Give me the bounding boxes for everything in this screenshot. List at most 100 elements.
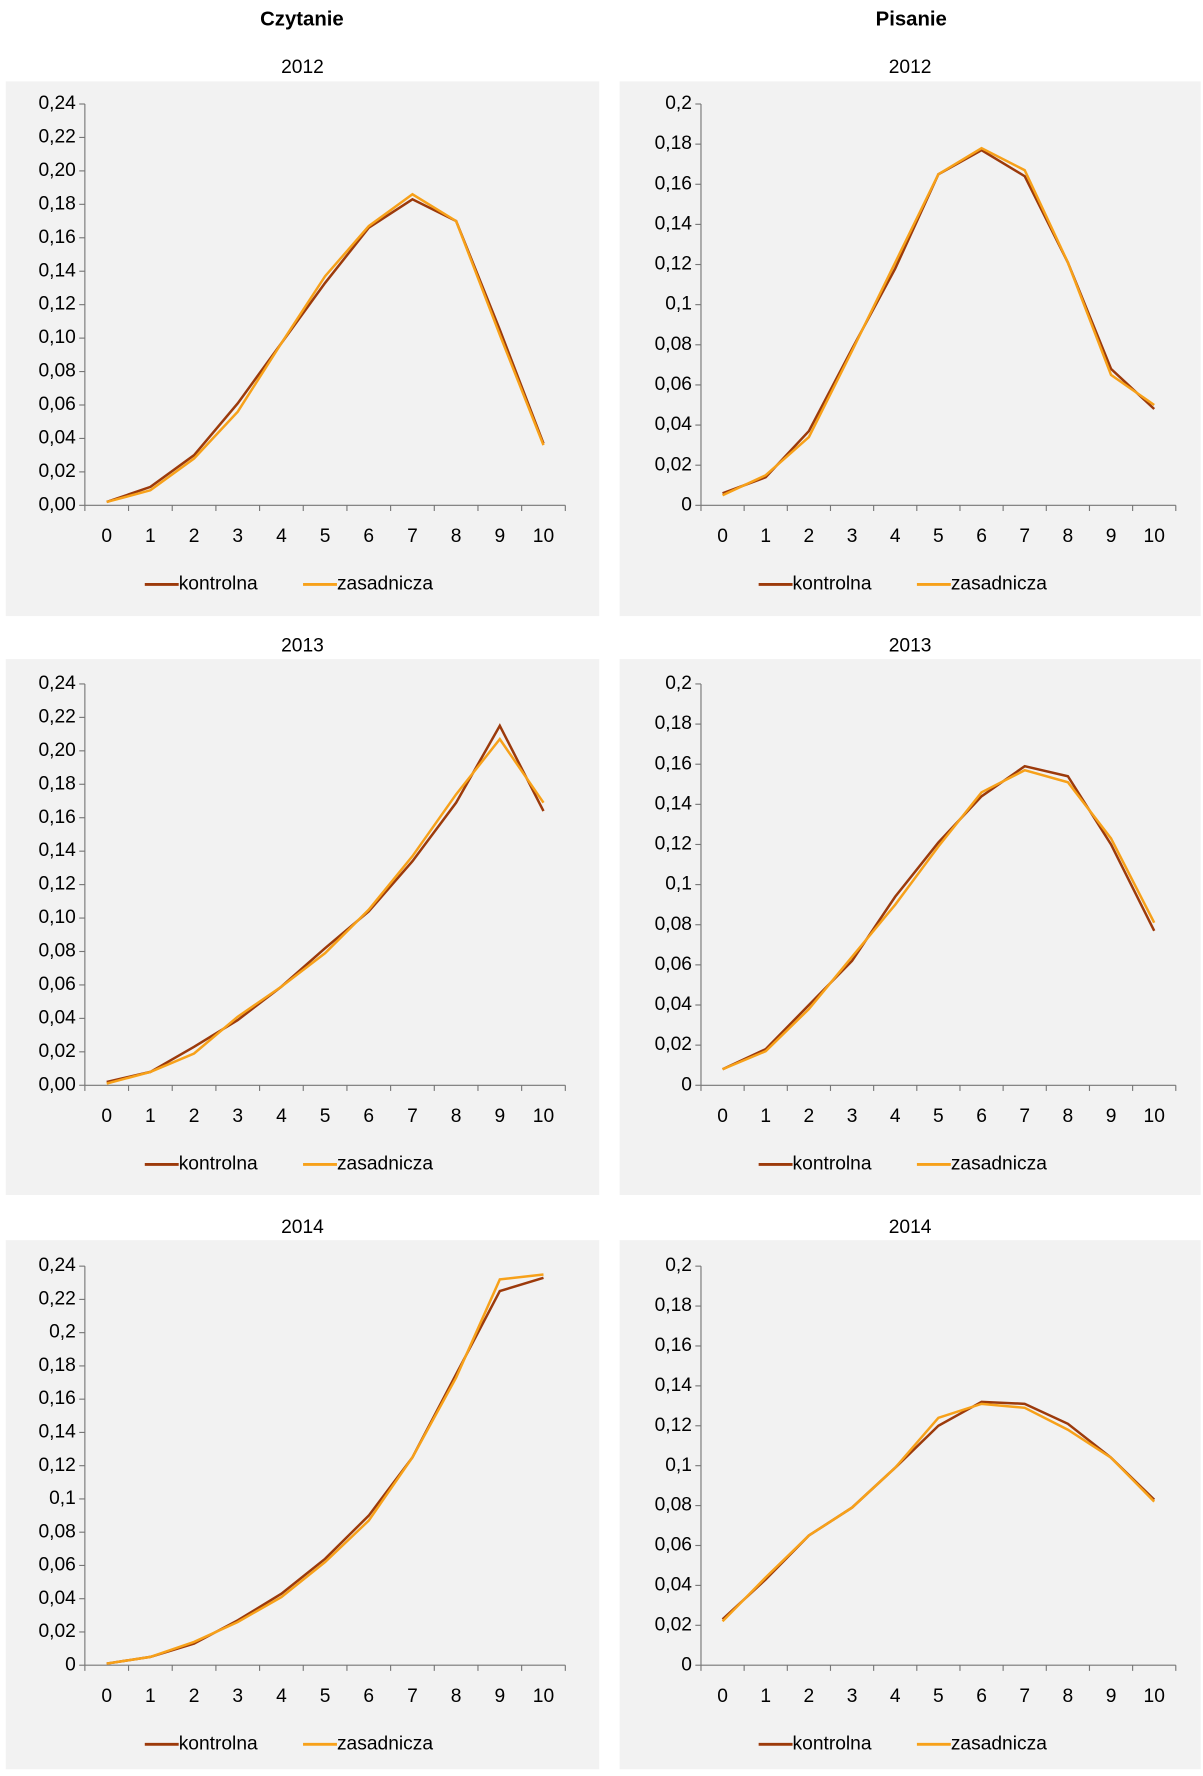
x-tick-label: 2 — [189, 526, 200, 547]
y-tick-label: 0,24 — [38, 93, 76, 114]
y-tick-label: 0,08 — [655, 1495, 692, 1516]
x-tick-label: 1 — [760, 1106, 771, 1127]
x-tick-label: 2 — [804, 1686, 815, 1707]
series-line — [722, 146, 1155, 497]
chart-title: 2014 — [281, 1217, 324, 1238]
x-tick-label: 6 — [976, 526, 987, 547]
x-tick-label: 1 — [145, 526, 156, 547]
y-tick-label: 0,14 — [655, 213, 693, 234]
x-tick-label: 3 — [232, 526, 243, 547]
y-tick-label: 0,1 — [665, 1455, 692, 1476]
y-tick-label: 0,06 — [38, 394, 75, 415]
y-tick-label: 0,14 — [655, 793, 693, 814]
series-line — [106, 737, 545, 1085]
y-tick-label: 0,16 — [655, 753, 692, 774]
x-tick-label: 2 — [804, 526, 815, 547]
x-tick-label: 10 — [1144, 1686, 1165, 1707]
y-tick-label: 0,16 — [38, 807, 75, 828]
x-tick-label: 7 — [407, 1686, 418, 1707]
plot-background — [5, 81, 600, 617]
legend-label: zasadnicza — [337, 574, 433, 595]
y-tick-label: 0,06 — [655, 1535, 692, 1556]
y-tick-label: 0,04 — [38, 1588, 76, 1609]
y-tick-label: 0,18 — [655, 133, 692, 154]
y-tick-label: 0,24 — [38, 1255, 76, 1276]
x-tick-label: 0 — [717, 1106, 728, 1127]
x-tick-label: 2 — [189, 1106, 200, 1127]
y-tick-label: 0,02 — [38, 1621, 75, 1642]
chart-title: 2012 — [889, 57, 932, 78]
x-tick-label: 4 — [276, 1686, 287, 1707]
legend-label: zasadnicza — [951, 1733, 1047, 1754]
plot-background — [619, 1240, 1201, 1770]
x-tick-label: 10 — [533, 1686, 554, 1707]
x-tick-label: 1 — [760, 1686, 771, 1707]
y-tick-label: 0,08 — [38, 941, 75, 962]
x-tick-label: 8 — [1063, 1686, 1074, 1707]
y-tick-label: 0,04 — [655, 994, 693, 1015]
y-tick-label: 0,18 — [38, 1355, 75, 1376]
x-tick-label: 8 — [1063, 1106, 1074, 1127]
y-tick-label: 0,04 — [655, 414, 693, 435]
y-tick-label: 0,12 — [655, 1415, 692, 1436]
x-tick-label: 0 — [717, 1686, 728, 1707]
y-tick-label: 0 — [65, 1654, 76, 1675]
legend-label: kontrolna — [793, 1153, 872, 1174]
y-tick-label: 0,06 — [655, 954, 692, 975]
x-tick-label: 6 — [363, 526, 374, 547]
y-tick-label: 0,08 — [38, 1521, 75, 1542]
series-line — [106, 192, 545, 504]
x-tick-label: 4 — [276, 1106, 287, 1127]
y-tick-label: 0,14 — [38, 840, 76, 861]
y-tick-label: 0,1 — [665, 874, 692, 895]
y-tick-label: 0,12 — [38, 294, 75, 315]
legend-label: zasadnicza — [337, 1153, 433, 1174]
x-tick-label: 9 — [1106, 1106, 1117, 1127]
y-tick-label: 0,1 — [49, 1488, 76, 1509]
y-tick-label: 0,02 — [38, 461, 75, 482]
x-tick-label: 8 — [451, 526, 462, 547]
x-tick-label: 0 — [101, 1106, 112, 1127]
y-tick-label: 0,24 — [38, 673, 76, 694]
y-tick-label: 0,10 — [38, 907, 75, 928]
x-tick-label: 5 — [933, 526, 944, 547]
x-tick-label: 3 — [847, 526, 858, 547]
x-tick-label: 6 — [363, 1106, 374, 1127]
x-tick-label: 2 — [804, 1106, 815, 1127]
y-tick-label: 0,1 — [665, 294, 692, 315]
x-tick-label: 9 — [1106, 1686, 1117, 1707]
y-tick-label: 0 — [681, 494, 692, 515]
legend-label: kontrolna — [179, 574, 258, 595]
x-tick-label: 9 — [1106, 526, 1117, 547]
y-tick-label: 0,2 — [665, 93, 692, 114]
chart-title: 2013 — [281, 636, 324, 657]
x-tick-label: 1 — [145, 1686, 156, 1707]
x-tick-label: 10 — [533, 526, 554, 547]
chart-title: 2013 — [889, 636, 932, 657]
x-tick-label: 0 — [101, 1686, 112, 1707]
y-tick-label: 0,18 — [38, 193, 75, 214]
y-tick-label: 0,08 — [655, 914, 692, 935]
y-tick-label: 0,06 — [655, 374, 692, 395]
y-tick-label: 0,20 — [38, 740, 75, 761]
column-header: Pisanie — [876, 9, 947, 31]
x-tick-label: 7 — [1019, 1686, 1030, 1707]
x-tick-label: 6 — [363, 1686, 374, 1707]
x-tick-label: 10 — [533, 1106, 554, 1127]
y-tick-label: 0,22 — [38, 706, 75, 727]
y-tick-label: 0,16 — [38, 227, 75, 248]
y-tick-label: 0,12 — [38, 874, 75, 895]
y-tick-label: 0,02 — [655, 454, 692, 475]
y-tick-label: 0,00 — [38, 494, 75, 515]
y-tick-label: 0,12 — [38, 1455, 75, 1476]
legend-label: kontrolna — [179, 1153, 258, 1174]
x-tick-label: 7 — [1019, 526, 1030, 547]
y-tick-label: 0,12 — [655, 254, 692, 275]
x-tick-label: 2 — [189, 1686, 200, 1707]
y-tick-label: 0 — [681, 1654, 692, 1675]
x-tick-label: 5 — [320, 1106, 331, 1127]
plot-background — [5, 1240, 600, 1770]
y-tick-label: 0,14 — [655, 1375, 693, 1396]
x-tick-label: 0 — [717, 526, 728, 547]
